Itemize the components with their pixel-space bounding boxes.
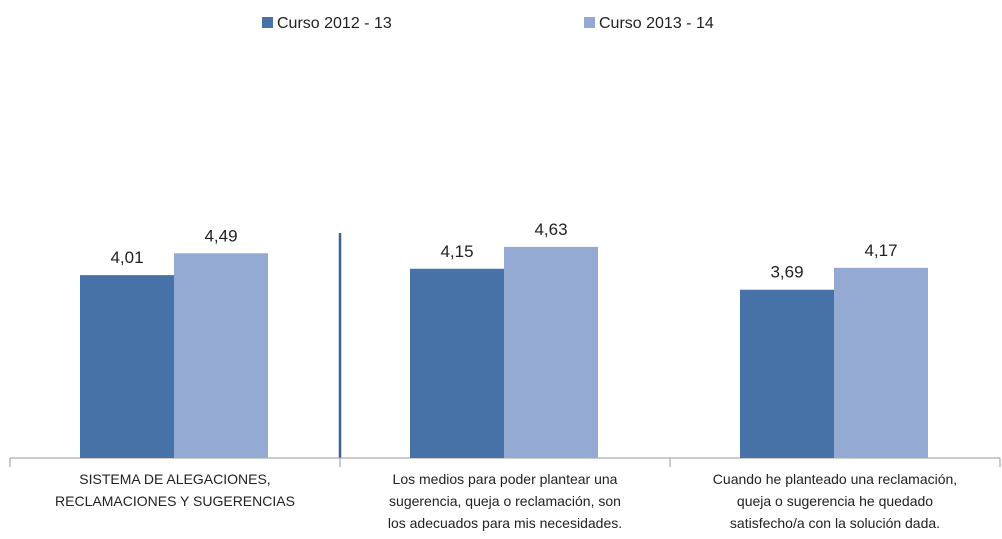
bar (740, 289, 834, 458)
bar (504, 246, 598, 458)
legend-swatch (584, 17, 595, 28)
x-tick-label: Los medios para poder plantear una suger… (387, 471, 623, 531)
data-label: 4,01 (110, 248, 143, 267)
x-tick-label: SISTEMA DE ALEGACIONES, RECLAMACIONES Y … (55, 471, 295, 509)
x-tick-label: Cuando he planteado una reclamación, que… (712, 471, 958, 531)
data-label: 4,17 (864, 241, 897, 260)
legend-label: Curso 2013 - 14 (599, 15, 714, 32)
bar (80, 275, 174, 458)
bar (834, 267, 928, 458)
data-label: 4,49 (204, 226, 237, 245)
data-label: 3,69 (770, 263, 803, 282)
bar (410, 268, 504, 458)
legend-label: Curso 2012 - 13 (277, 15, 392, 32)
legend-swatch (262, 17, 273, 28)
data-label: 4,63 (534, 220, 567, 239)
bar (174, 253, 268, 458)
data-label: 4,15 (440, 242, 473, 261)
